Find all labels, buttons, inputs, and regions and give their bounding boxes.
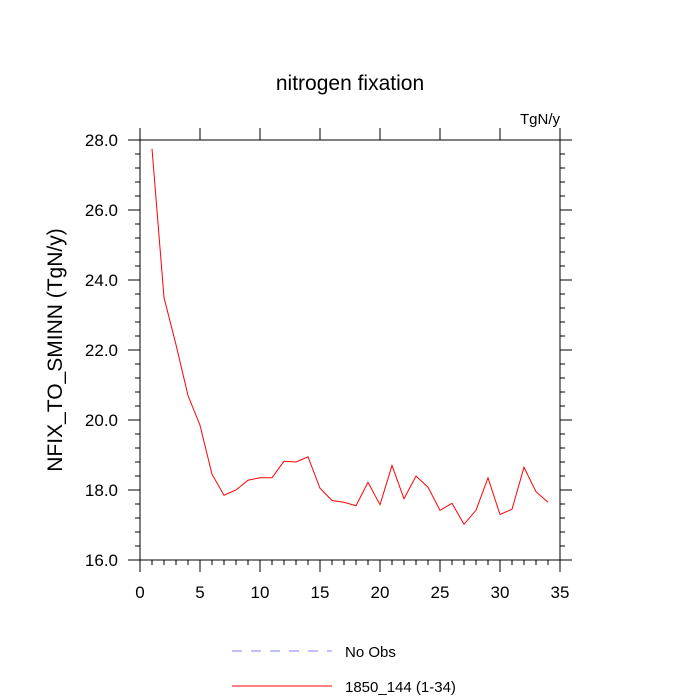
legend: No Obs 1850_144 (1-34) (232, 644, 456, 696)
x-tick-label: 5 (195, 583, 204, 602)
y-tick-label: 22.0 (85, 341, 118, 360)
units-label: TgN/y (520, 111, 561, 128)
y-axis-label: NFIX_TO_SMINN (TgN/y) (44, 228, 67, 471)
y-tick-label: 26.0 (85, 201, 118, 220)
chart-title: nitrogen fixation (276, 72, 424, 95)
x-tick-label: 25 (431, 583, 450, 602)
legend-label: No Obs (345, 644, 396, 661)
x-tick-label: 30 (491, 583, 510, 602)
x-tick-label: 0 (135, 583, 144, 602)
y-tick-label: 18.0 (85, 481, 118, 500)
y-tick-label: 28.0 (85, 131, 118, 150)
axis-ticks (128, 128, 572, 572)
y-tick-labels: 16.0 18.0 20.0 22.0 24.0 26.0 28.0 (85, 131, 118, 570)
series-group (151, 148, 549, 526)
plot-frame (139, 139, 561, 561)
x-tick-label: 35 (551, 583, 570, 602)
x-tick-label: 10 (251, 583, 270, 602)
x-tick-label: 20 (371, 583, 390, 602)
series-line (151, 148, 549, 526)
x-tick-labels: 0 5 10 15 20 25 30 35 (135, 583, 569, 602)
legend-label: 1850_144 (1-34) (345, 679, 456, 696)
y-tick-label: 20.0 (85, 411, 118, 430)
y-tick-label: 16.0 (85, 551, 118, 570)
x-tick-label: 15 (311, 583, 330, 602)
y-tick-label: 24.0 (85, 271, 118, 290)
